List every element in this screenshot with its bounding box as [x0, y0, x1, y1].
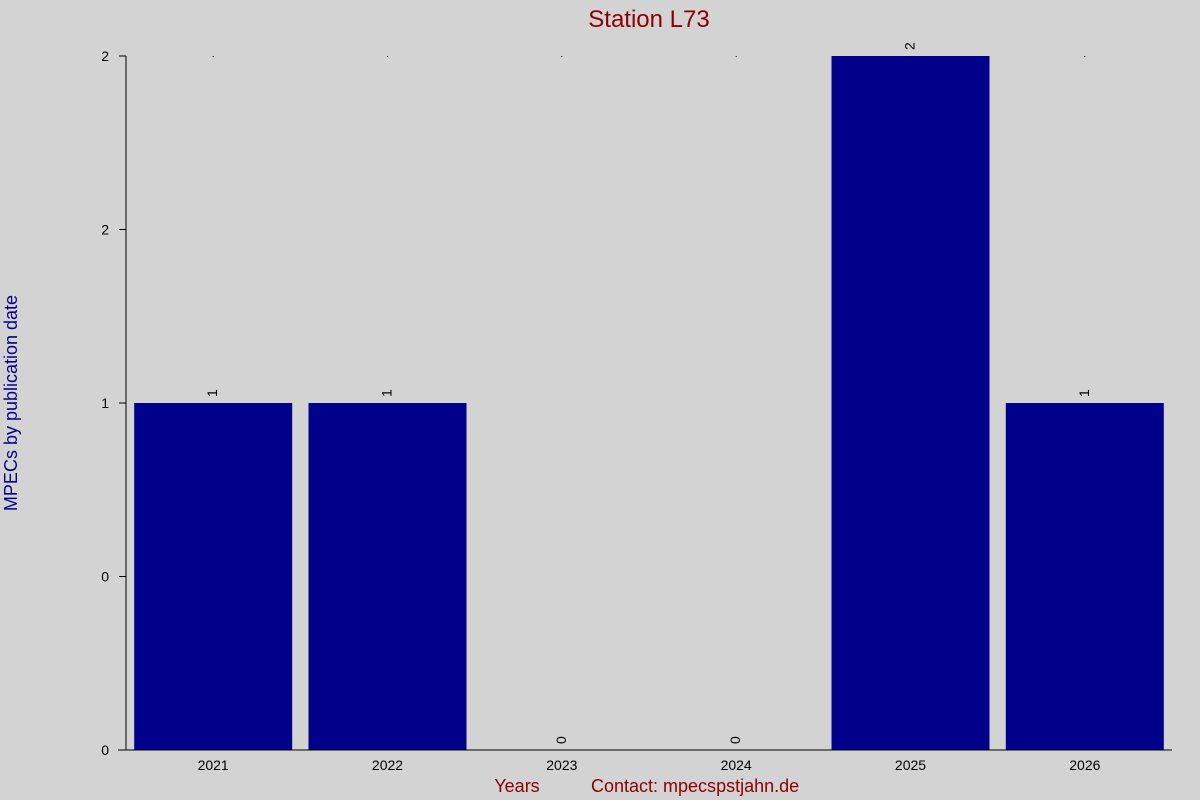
chart-title: Station L73	[588, 6, 709, 33]
data-label-2024: 0	[727, 736, 743, 744]
contact-text: Contact: mpecspstjahn.de	[591, 776, 799, 796]
data-label-2025: 2	[902, 42, 918, 50]
x-tick-label-2025: 2025	[895, 757, 926, 773]
contact-text-suffix: pstjahn.de	[716, 776, 799, 796]
bar-2026	[1005, 403, 1164, 750]
bar-2022	[308, 403, 467, 750]
bar-2025	[831, 56, 990, 750]
x-tick-label-2022: 2022	[372, 757, 403, 773]
x-axis-label: Years	[494, 776, 539, 796]
x-tick-label-2021: 2021	[198, 757, 229, 773]
data-label-2026: 1	[1076, 389, 1092, 397]
contact-text-prefix: Contact: mpecs	[591, 776, 716, 796]
x-tick-label-2024: 2024	[721, 757, 752, 773]
x-tick-label-2026: 2026	[1069, 757, 1100, 773]
data-label-2021: 1	[204, 389, 220, 397]
y-tick-label-2: 1	[101, 395, 109, 411]
y-tick-label-3: 2	[101, 222, 109, 238]
bar-2021	[134, 403, 293, 750]
y-tick-label-0: 0	[101, 742, 109, 758]
data-label-2022: 1	[379, 389, 395, 397]
axes-layer: 2021 2022 2023 2024 2025 2026 0 0 1 2 2	[101, 48, 1172, 773]
data-label-2023: 0	[553, 736, 569, 744]
y-tick-label-1: 0	[101, 569, 109, 585]
y-tick-label-4: 2	[101, 48, 109, 64]
x-tick-label-2023: 2023	[546, 757, 577, 773]
bars-layer: 1 1 0 0 2 1	[134, 42, 1164, 750]
y-axis-label: MPECs by publication date	[1, 295, 21, 511]
